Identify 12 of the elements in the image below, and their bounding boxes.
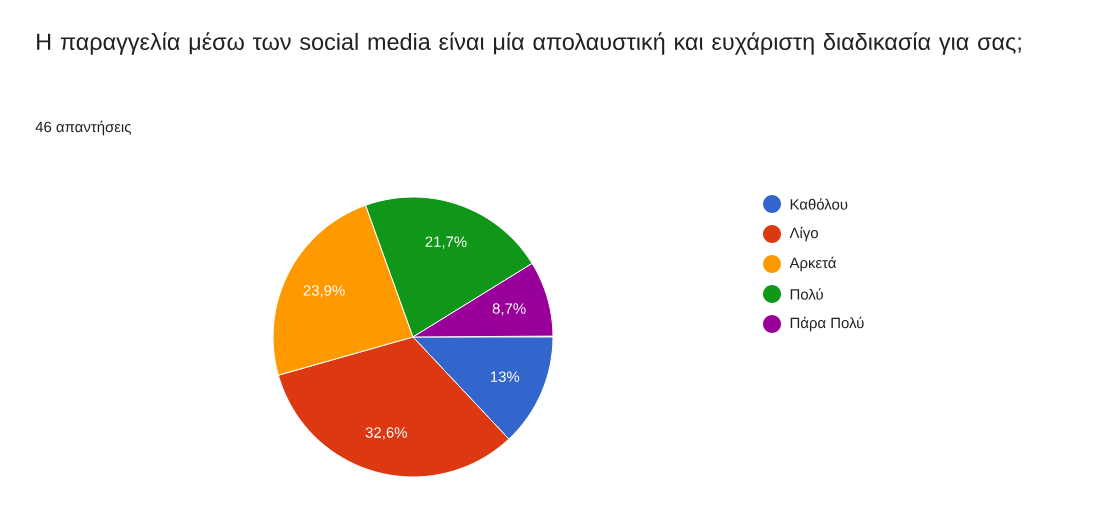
legend-label: Λίγο (789, 226, 818, 242)
legend-label: Αρκετά (789, 256, 837, 272)
text: 46 απαντήσεις (35, 120, 131, 136)
data-label: 21,7% (425, 236, 467, 249)
chart-title: Η παραγγελία μέσω των social media είναι μία απολαυστική και ευχάριστη διαδικασία για σας; (37, 32, 1021, 55)
data-label: 23,9% (303, 285, 345, 298)
legend-label: Πολύ (790, 288, 823, 300)
legend-label: Πάρα Πολύ (790, 316, 864, 332)
legend-label: Καθόλου (790, 198, 848, 210)
data-label: 13% (490, 371, 520, 382)
data-label: 32,6% (365, 427, 407, 440)
data-label: 8,7% (492, 303, 526, 316)
